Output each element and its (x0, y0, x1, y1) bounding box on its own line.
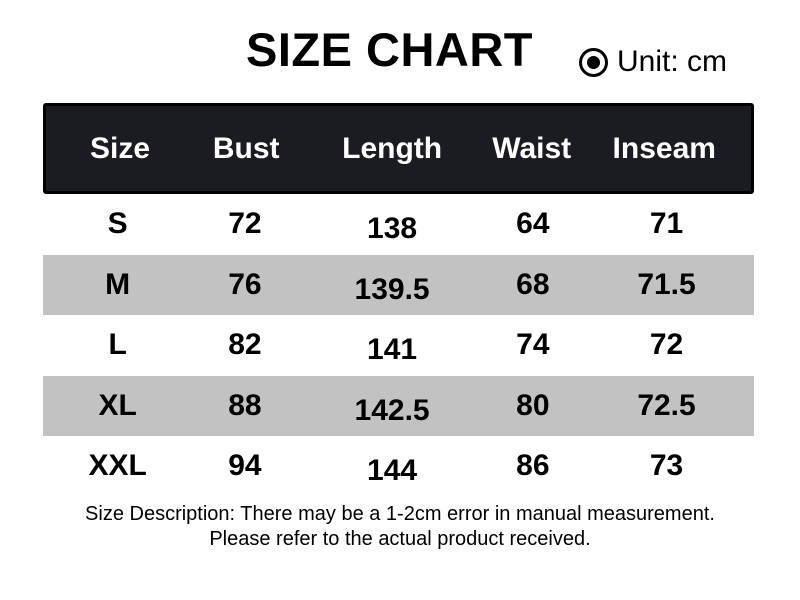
length-cell: 142.5 (298, 376, 487, 437)
size-cell: L (108, 328, 127, 362)
footer-line-1: Size Description: There may be a 1-2cm e… (85, 503, 715, 525)
bust-cell: 94 (228, 449, 262, 483)
column-header-bust: Bust (212, 131, 280, 165)
size-cell: M (105, 267, 131, 301)
waist-cell: 80 (516, 388, 550, 422)
waist-cell: 86 (516, 449, 550, 483)
footer-line-2: Please refer to the actual product recei… (209, 528, 591, 550)
table-row-m: M 76 139.5 68 71.5 (43, 254, 754, 316)
table-row-s: S 72 138 64 71 (43, 194, 754, 255)
waist-cell: 68 (516, 267, 550, 301)
column-header-inseam: Inseam (612, 131, 716, 165)
length-cell: 144 (298, 436, 487, 497)
length-value: 139.5 (354, 272, 430, 306)
inseam-cell: 71.5 (637, 267, 696, 301)
waist-cell: 64 (516, 207, 550, 241)
bust-cell: 82 (228, 328, 262, 362)
column-header-size: Size (90, 131, 151, 165)
length-value: 144 (367, 454, 418, 488)
size-cell: S (107, 207, 128, 241)
size-description: Size Description: There may be a 1-2cm e… (0, 502, 800, 552)
length-value: 142.5 (354, 393, 430, 427)
size-cell: XXL (88, 449, 147, 483)
table-body: S 72 138 64 71 M 76 139.5 68 71.5 L 82 1… (43, 194, 754, 497)
length-value: 138 (367, 212, 418, 246)
length-cell: 141 (298, 315, 487, 376)
column-header-length: Length (342, 131, 443, 165)
length-value: 141 (367, 333, 418, 367)
inseam-cell: 73 (649, 449, 684, 483)
inseam-cell: 72 (649, 328, 684, 362)
size-table: Size Bust Length Waist Inseam S 72 138 6… (43, 103, 754, 497)
inseam-cell: 72.5 (637, 388, 696, 422)
table-row-l: L 82 141 74 72 (43, 315, 754, 376)
bust-cell: 76 (228, 267, 262, 301)
bullseye-icon (579, 47, 608, 77)
bust-cell: 72 (228, 207, 262, 241)
size-cell: XL (98, 388, 137, 422)
unit-label: Unit: cm (617, 45, 728, 78)
table-row-xl: XL 88 142.5 80 72.5 (43, 375, 754, 437)
waist-cell: 74 (516, 328, 550, 362)
column-header-waist: Waist (492, 131, 572, 165)
table-row-xxl: XXL 94 144 86 73 (43, 436, 754, 497)
bullseye-dot (587, 55, 600, 69)
inseam-cell: 71 (649, 207, 684, 241)
table-header-row: Size Bust Length Waist Inseam (43, 103, 754, 194)
bust-cell: 88 (228, 388, 262, 422)
length-cell: 138 (298, 194, 487, 255)
unit-indicator: Unit: cm (579, 45, 727, 79)
length-cell: 139.5 (298, 255, 487, 316)
page-title: SIZE CHART (246, 23, 533, 76)
